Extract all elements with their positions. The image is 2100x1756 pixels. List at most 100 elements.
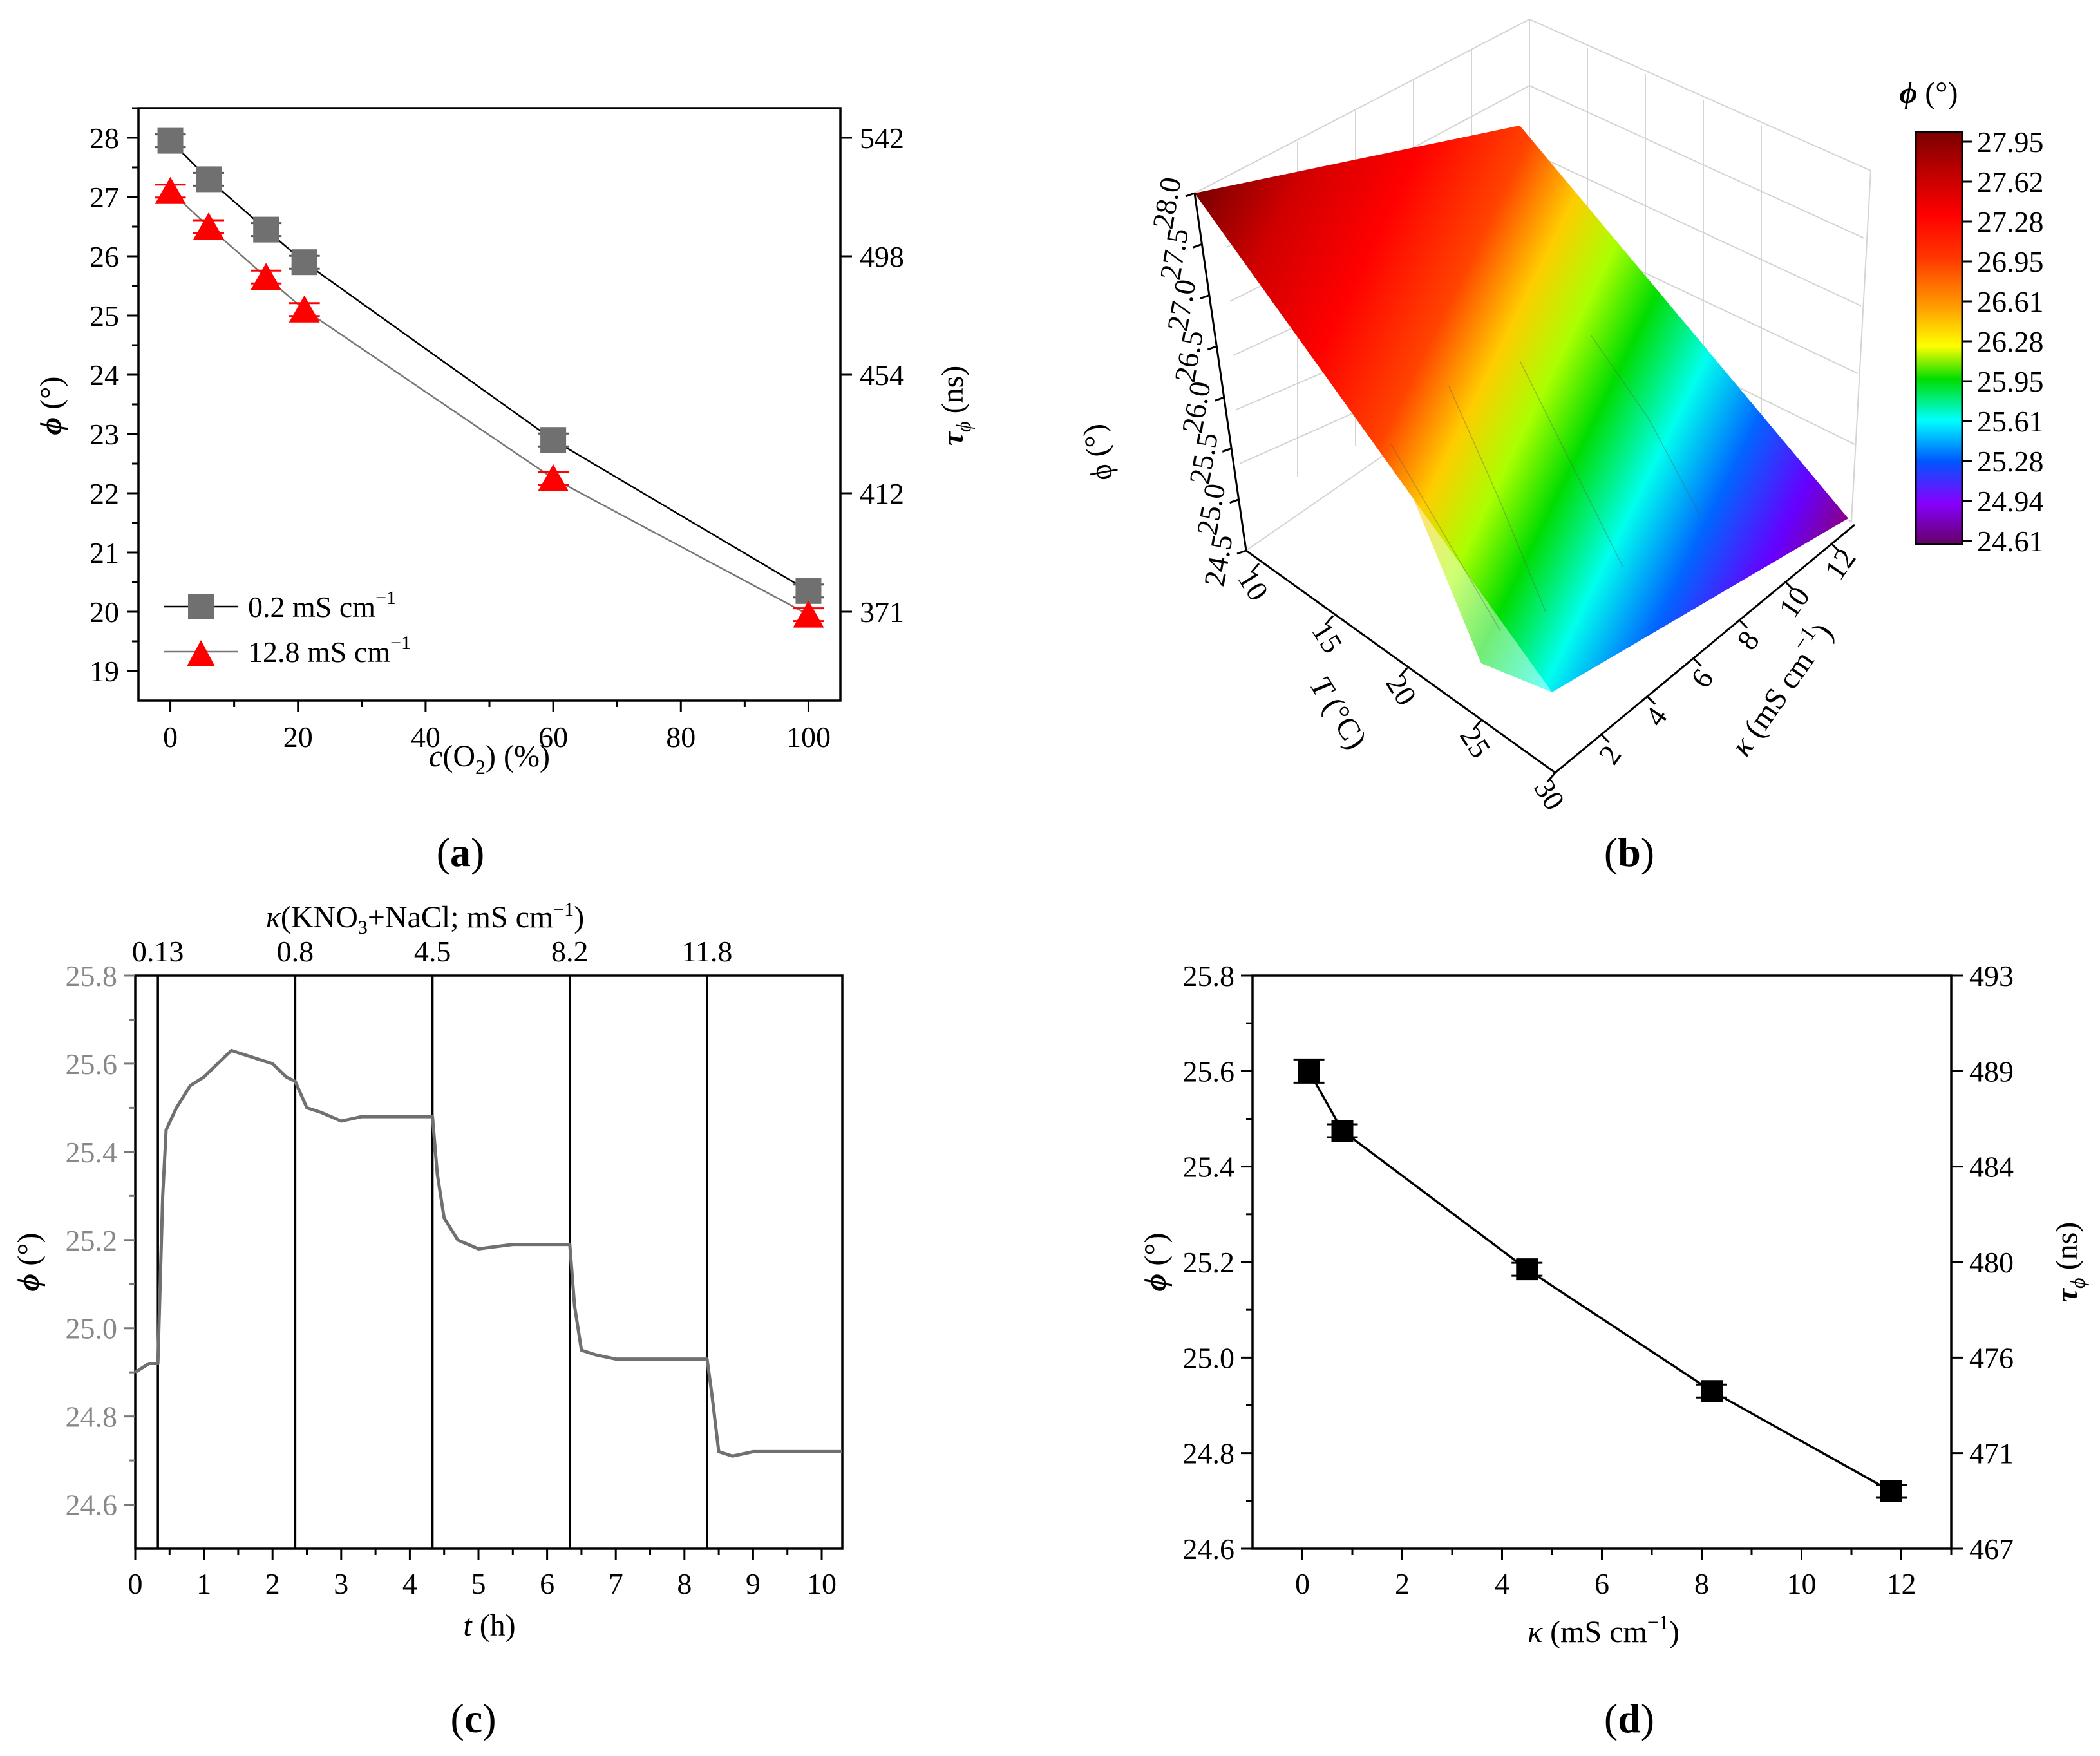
d-y2tick-label: 489 [1969,1055,2014,1088]
colorbar-tick-label: 24.61 [1977,525,2044,558]
b-ztick [1215,396,1225,402]
a-y2tick-label: 371 [860,596,904,628]
panel-label-d: (d) [1604,1695,1654,1741]
chart-a-y2label: τϕ (ns) [936,366,975,446]
a-y2tick-label: 542 [860,122,904,155]
a-ytick-label: 24 [90,359,119,392]
b-ztick [1236,549,1247,555]
c-vline-label: 0.13 [132,935,184,968]
b-ztick [1222,448,1232,453]
b-xtick [1546,772,1556,782]
a-y2tick-label: 498 [860,240,904,273]
a-series-line-0 [169,140,809,592]
a-ytick-label: 22 [90,477,119,510]
d-point-square [1516,1258,1538,1281]
chart-b-z-axis [1193,193,1247,551]
chart-d-y2label: τϕ (ns) [2050,1222,2089,1303]
c-ytick-label: 25.4 [66,1136,118,1169]
panel-label-a: (a) [437,829,485,875]
d-ytick-label: 25.6 [1183,1055,1235,1088]
b-ztick [1207,345,1217,351]
a-point-triangle [793,600,824,628]
d-xtick-label: 2 [1395,1567,1410,1600]
colorbar-tick-label: 27.95 [1977,126,2044,158]
b-ztick [1200,294,1210,299]
a-point-square [196,166,222,193]
legend-label-1: 12.8 mS cm−1 [248,632,411,668]
c-vline-label: 11.8 [682,935,733,968]
chart-b-xlabel: T (°C) [1303,670,1374,755]
c-xtick-label: 7 [609,1567,623,1600]
b-ztick-label: 27.5 [1153,226,1195,283]
chart-b-x-axis [1245,549,1556,774]
chart-d-y2-ticks: 493 489 484 480 476 471 467 [1951,959,2014,1565]
b-ztick-label: 25.5 [1183,430,1224,487]
d-xtick-label: 0 [1295,1567,1310,1600]
chart-a: 0 20 40 60 80 100 19 20 21 22 23 24 25 26 27 28 542 498… [34,107,975,875]
c-xtick-label: 9 [746,1567,761,1600]
a-xtick-label: 40 [411,721,440,753]
a-point-triangle [289,295,320,323]
chart-c-series [134,1048,842,1458]
d-ytick-label: 25.4 [1183,1151,1235,1184]
c-ytick-label: 25.0 [66,1312,118,1345]
legend-marker-1 [187,640,215,666]
b-ztick-label: 25.0 [1190,481,1231,538]
a-ytick-label: 27 [90,181,119,214]
chart-c-vlines: 0.13 0.8 4.5 8.2 11.8 [132,935,732,1549]
chart-d: 0 2 4 6 8 10 12 24.6 24.8 25.0 25.2 25.4 25.6 25.8 4… [1139,959,2089,1741]
c-vline-label: 8.2 [551,935,589,968]
c-xtick-label: 8 [677,1567,692,1600]
a-point-triangle [193,212,224,240]
chart-d-frame [1251,974,1953,1550]
chart-b-y-axis [1555,524,1855,774]
c-ytick-label: 25.2 [66,1224,118,1257]
c-xtick-label: 2 [265,1567,280,1600]
d-point-square [1298,1060,1320,1082]
colorbar-title: ϕ (°) [1900,76,1958,110]
b-ztick [1229,498,1240,504]
panel-label-c: (c) [450,1695,496,1741]
d-y2tick-label: 467 [1969,1533,2014,1565]
a-series-line-1 [169,190,809,616]
chart-c-x-ticks: 0 1 2 3 4 5 6 7 8 9 10 [128,1549,837,1600]
a-ytick-label: 20 [90,596,119,628]
b-ytick [1647,695,1656,705]
b-ytick-label: 4 [1638,701,1674,732]
colorbar-tick-label: 25.28 [1977,445,2044,478]
colorbar-tick-label: 27.28 [1977,205,2044,238]
chart-d-y-ticks: 24.6 24.8 25.0 25.2 25.4 25.6 25.8 [1183,959,1253,1565]
chart-b: 24.525.025.526.026.527.027.528.0 1015202… [1076,18,2044,875]
c-ytick-label: 25.8 [66,959,118,992]
c-xtick-label: 3 [334,1567,348,1600]
b-xtick [1324,615,1334,626]
b-xtick [1472,719,1482,730]
d-ytick-label: 25.8 [1183,959,1235,992]
d-xtick-label: 8 [1694,1567,1709,1600]
d-ytick-label: 25.2 [1183,1246,1235,1279]
a-ytick-label: 25 [90,299,119,332]
colorbar-tick-label: 27.62 [1977,165,2044,198]
b-ytick [1600,733,1610,743]
d-y2tick-label: 480 [1969,1246,2014,1279]
chart-d-x-ticks: 0 2 4 6 8 10 12 [1295,1549,1953,1600]
c-ytick-label: 25.6 [66,1048,118,1081]
c-vline-label: 0.8 [277,935,314,968]
d-point-square [1701,1380,1723,1402]
a-y2tick-label: 454 [860,359,904,392]
a-xtick-label: 60 [538,721,568,753]
chart-a-frame [137,107,842,702]
chart-c-ylabel: ϕ (°) [12,1233,46,1292]
a-point-square [253,216,279,243]
colorbar-tick-label: 25.95 [1977,365,2044,398]
b-xtick-label: 10 [1231,564,1275,607]
chart-c: κ(KNO3+NaCl; mS cm−1) 0.13 0.8 4.5 8.2 11.8 … [12,899,844,1741]
a-point-square [795,578,822,604]
b-ztick [1185,192,1195,198]
c-xtick-label: 1 [196,1567,211,1600]
chart-a-y-ticks: 19 20 21 22 23 24 25 26 27 28 [90,107,138,688]
b-xtick-label: 15 [1305,616,1349,659]
b-ztick-label: 27.0 [1160,277,1202,334]
c-ytick-label: 24.6 [66,1489,118,1522]
chart-a-y2-ticks: 542 498 454 412 371 [840,122,904,628]
